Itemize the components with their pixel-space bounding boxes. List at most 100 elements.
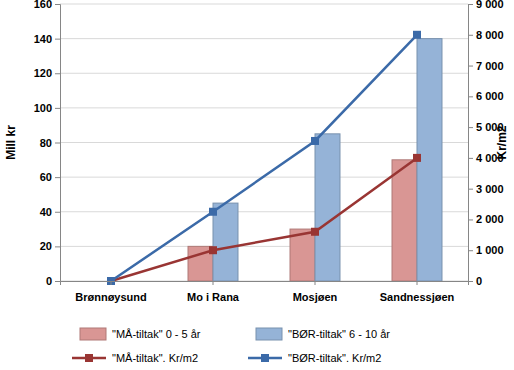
tick: 100 bbox=[34, 102, 60, 114]
tick-label: 8 000 bbox=[476, 29, 504, 41]
axis-line bbox=[469, 5, 474, 282]
tick: 8 000 bbox=[468, 29, 504, 41]
y2-axis-title: Kr/m2 bbox=[495, 125, 509, 159]
tick-mark bbox=[468, 158, 473, 159]
tick: 9 000 bbox=[468, 0, 504, 10]
grid-line bbox=[60, 107, 468, 108]
tick-label: 2 000 bbox=[476, 213, 504, 225]
legend-label: "MÅ-tiltak". Kr/m2 bbox=[112, 352, 198, 364]
tick-mark bbox=[468, 96, 473, 97]
axis-line bbox=[61, 282, 469, 286]
y-axis: 0 20 40 60 80 100 120 140 160 bbox=[34, 0, 61, 287]
tick-label: 140 bbox=[34, 33, 52, 45]
tick-label: 40 bbox=[40, 206, 52, 218]
tick-mark bbox=[468, 219, 473, 220]
tick-label: 120 bbox=[34, 67, 52, 79]
chart: 02040608010012014016001 0002 0003 0004 0… bbox=[0, 0, 514, 370]
tick-mark bbox=[55, 108, 60, 109]
tick: 2 000 bbox=[468, 213, 504, 225]
legend-label: "BØR-tiltak" 6 - 10 år bbox=[288, 328, 390, 340]
tick: Mosjøen bbox=[293, 281, 338, 303]
tick-label: 9 000 bbox=[476, 0, 504, 10]
legend-marker bbox=[261, 354, 269, 362]
grid bbox=[60, 4, 468, 281]
tick: 80 bbox=[40, 137, 60, 149]
tick-label: 1 000 bbox=[476, 244, 504, 256]
tick-label: 0 bbox=[46, 275, 52, 287]
tick-mark bbox=[468, 250, 473, 251]
tick-mark bbox=[417, 281, 418, 285]
plot-marks bbox=[107, 31, 442, 285]
grid-line bbox=[60, 73, 468, 74]
tick-label: 160 bbox=[34, 0, 52, 10]
tick-label: 0 bbox=[476, 275, 482, 287]
legend-label: "BØR-tiltak". Kr/m2 bbox=[288, 352, 381, 364]
legend-label: "MÅ-tiltak" 0 - 5 år bbox=[112, 328, 201, 340]
tick: 120 bbox=[34, 67, 60, 79]
marker bbox=[209, 246, 217, 254]
tick-mark bbox=[55, 4, 60, 5]
bar bbox=[315, 134, 340, 281]
tick: Mo i Rana bbox=[187, 281, 240, 303]
y-axis-title: Mill kr bbox=[4, 125, 18, 160]
tick-mark bbox=[55, 143, 60, 144]
tick-mark bbox=[315, 281, 316, 285]
tick: 60 bbox=[40, 171, 60, 183]
tick-label: 80 bbox=[40, 137, 52, 149]
tick: Brønnøysund bbox=[75, 281, 147, 303]
line bbox=[111, 35, 417, 281]
tick: 3 000 bbox=[468, 183, 504, 195]
tick: 140 bbox=[34, 33, 60, 45]
legend: "MÅ-tiltak" 0 - 5 år "BØR-tiltak" 6 - 10 … bbox=[72, 328, 390, 364]
tick-mark bbox=[213, 281, 214, 285]
tick-mark bbox=[55, 177, 60, 178]
tick: 6 000 bbox=[468, 90, 504, 102]
tick: 1 000 bbox=[468, 244, 504, 256]
tick: Sandnessjøen bbox=[380, 281, 455, 303]
legend-swatch bbox=[256, 328, 282, 340]
marker bbox=[209, 208, 217, 216]
tick-label: Sandnessjøen bbox=[380, 291, 455, 303]
tick-label: 7 000 bbox=[476, 60, 504, 72]
grid-line bbox=[60, 38, 468, 39]
tick-mark bbox=[468, 35, 473, 36]
x-axis: Brønnøysund Mo i Rana Mosjøen Sandnessjøen bbox=[61, 281, 469, 303]
tick-mark bbox=[468, 189, 473, 190]
tick-label: Brønnøysund bbox=[75, 291, 147, 303]
tick: 7 000 bbox=[468, 60, 504, 72]
marker bbox=[311, 137, 319, 145]
tick: 0 bbox=[46, 275, 60, 287]
tick: 0 bbox=[468, 275, 482, 287]
tick-mark bbox=[55, 246, 60, 247]
tick-mark bbox=[468, 66, 473, 67]
marker bbox=[413, 31, 421, 39]
tick-label: 6 000 bbox=[476, 90, 504, 102]
legend-item: "BØR-tiltak" 6 - 10 år bbox=[256, 328, 390, 340]
tick-label: Mo i Rana bbox=[187, 291, 240, 303]
grid-line bbox=[60, 4, 468, 5]
legend-swatch bbox=[80, 328, 106, 340]
tick-mark bbox=[55, 73, 60, 74]
tick-mark bbox=[55, 39, 60, 40]
tick: 40 bbox=[40, 206, 60, 218]
grid-line bbox=[60, 142, 468, 143]
tick-mark bbox=[55, 281, 60, 282]
marker bbox=[413, 154, 421, 162]
bar bbox=[392, 160, 417, 281]
legend-item: "BØR-tiltak". Kr/m2 bbox=[248, 352, 381, 364]
tick-label: Mosjøen bbox=[293, 291, 338, 303]
tick-label: 20 bbox=[40, 240, 52, 252]
tick-mark bbox=[55, 212, 60, 213]
tick-label: 3 000 bbox=[476, 183, 504, 195]
tick-mark bbox=[468, 127, 473, 128]
tick-mark bbox=[111, 281, 112, 285]
tick: 160 bbox=[34, 0, 60, 10]
marker bbox=[311, 228, 319, 236]
tick-label: 60 bbox=[40, 171, 52, 183]
tick-mark bbox=[468, 4, 473, 5]
tick: 20 bbox=[40, 240, 60, 252]
legend-item: "MÅ-tiltak" 0 - 5 år bbox=[80, 328, 201, 340]
legend-item: "MÅ-tiltak". Kr/m2 bbox=[72, 352, 198, 364]
legend-marker bbox=[85, 354, 93, 362]
axis-line bbox=[55, 5, 61, 282]
